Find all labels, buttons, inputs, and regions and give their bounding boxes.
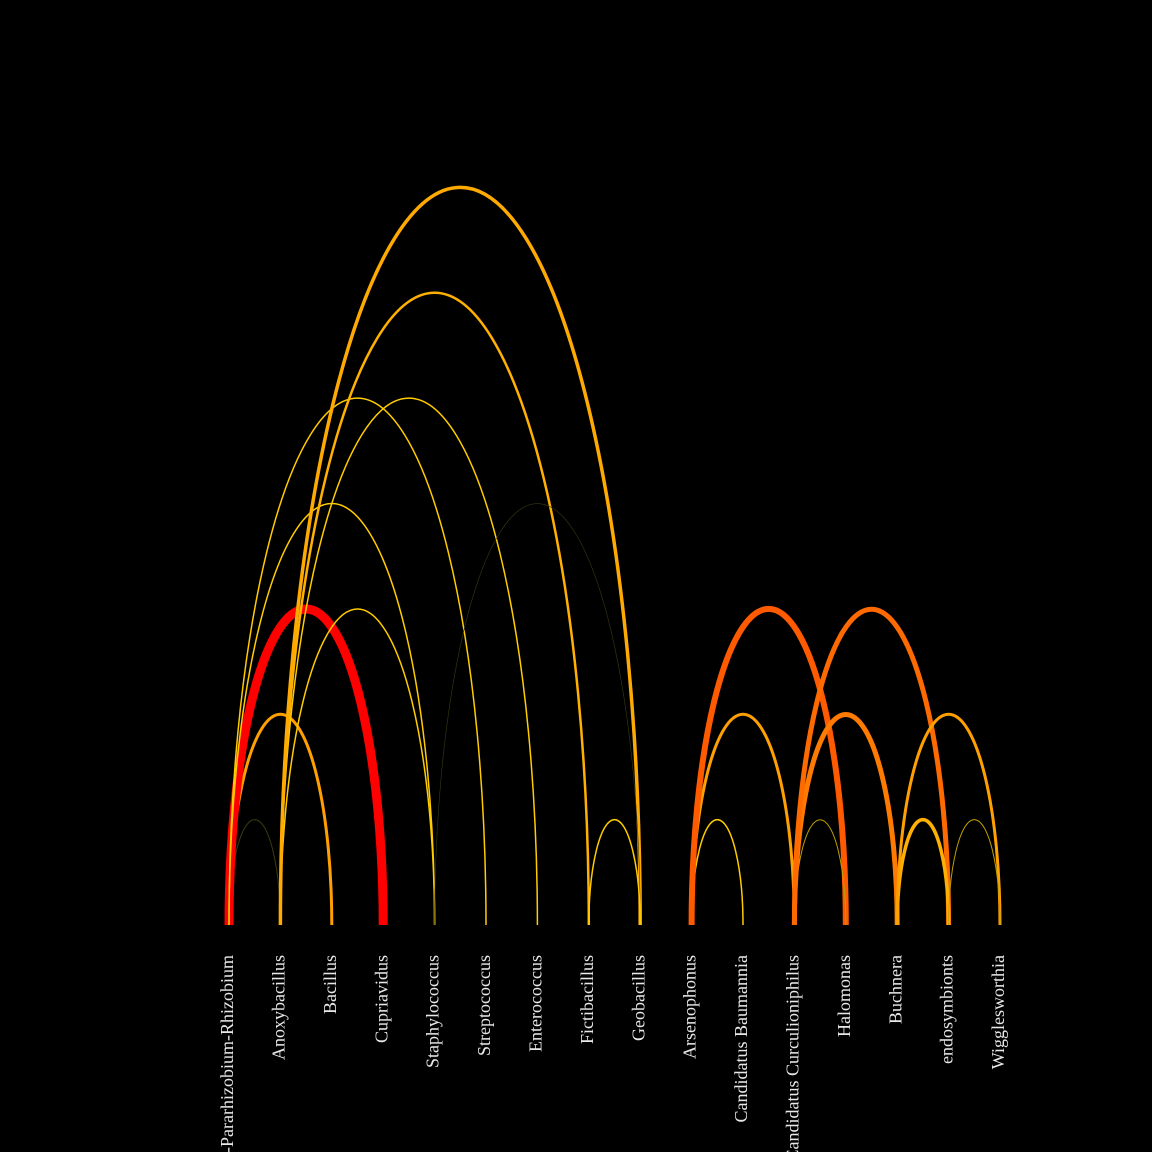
link-arc <box>895 817 951 926</box>
arcs <box>224 185 1002 926</box>
link-arc <box>279 397 539 926</box>
node-label: Bacillus <box>320 955 340 1014</box>
node-label: endosymbionts <box>937 955 957 1064</box>
node-label: Allorhizobium-Neorhizobium-Pararhizobium… <box>217 955 237 1152</box>
node-label: Fictibacillus <box>577 955 597 1044</box>
labels: Allorhizobium-Neorhizobium-Pararhizobium… <box>217 955 1008 1152</box>
node-label: Halomonas <box>834 955 854 1037</box>
link-arc <box>279 608 436 926</box>
node-label: Geobacillus <box>628 955 648 1041</box>
link-arc <box>434 503 641 926</box>
link-arc <box>278 185 642 926</box>
link-arc <box>228 397 487 926</box>
node-label: Buchnera <box>885 955 905 1024</box>
node-label: Cupriavidus <box>371 955 391 1043</box>
link-arc <box>895 712 1002 926</box>
node-label: Streptococcus <box>474 955 494 1056</box>
node-label: Enterococcus <box>526 955 546 1052</box>
link-arc <box>588 818 641 926</box>
link-arc <box>688 605 849 926</box>
link-arc <box>948 819 1001 926</box>
node-label: Candidatus Baumannia <box>731 955 751 1122</box>
link-arc <box>279 291 591 926</box>
link-arc <box>791 606 952 926</box>
node-label: Arsenophonus <box>680 955 700 1059</box>
node-label: Staphylococcus <box>423 955 443 1068</box>
node-label: Anoxybacillus <box>269 955 289 1060</box>
node-label: Candidatus Curculioniphilus <box>783 955 803 1152</box>
node-label: Wigglesworthia <box>988 955 1008 1069</box>
